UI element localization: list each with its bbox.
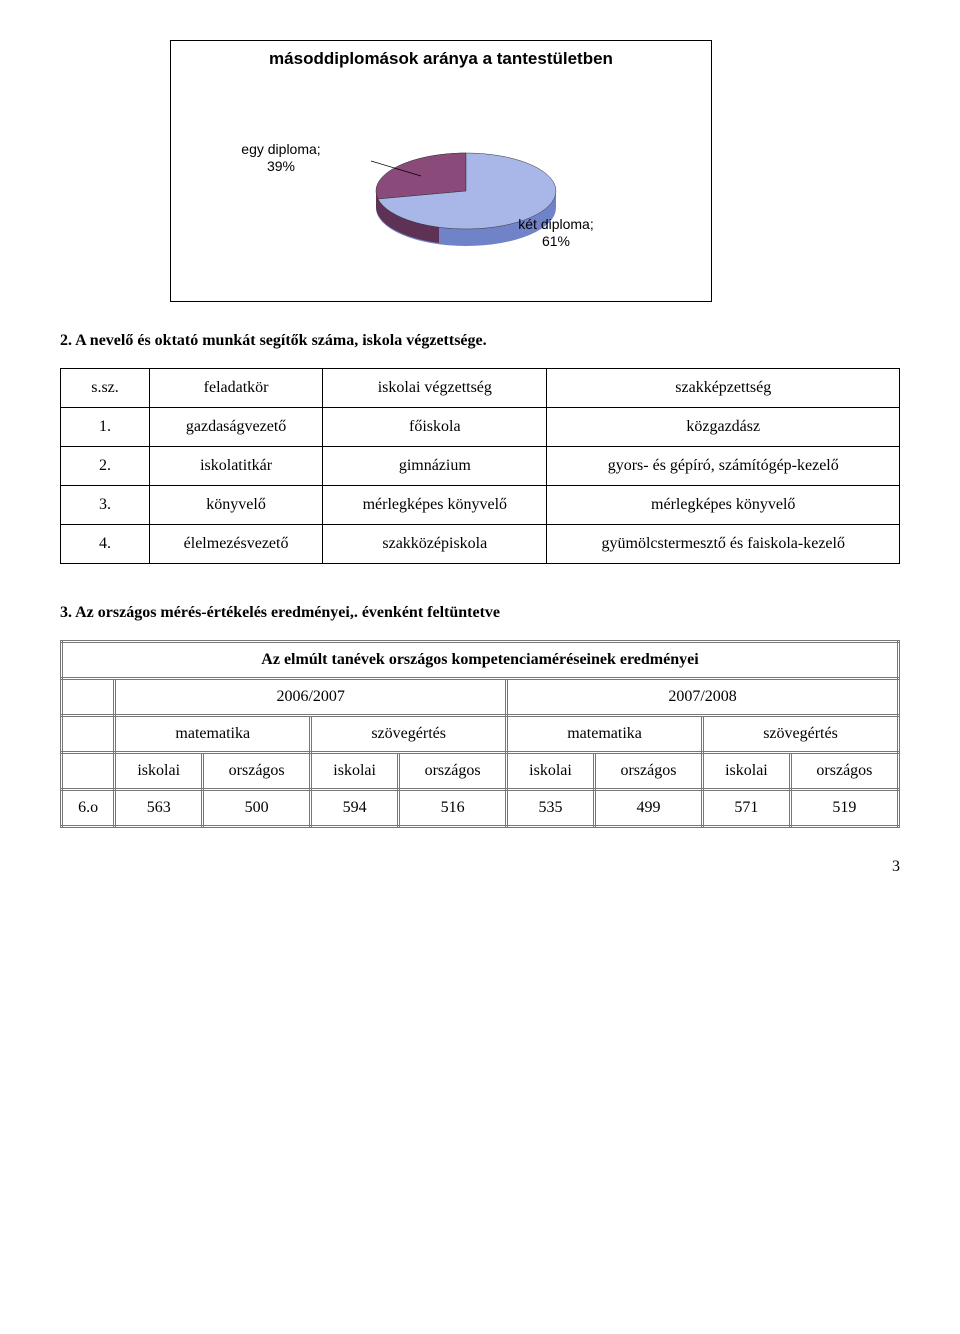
cell: főiskola [323, 408, 547, 447]
slice2-pct: 61% [542, 233, 570, 249]
subject-cell: szövegértés [703, 716, 899, 753]
table-row: 4. élelmezésvezető szakközépiskola gyümö… [61, 525, 900, 564]
subject-cell: matematika [115, 716, 311, 753]
results-table: Az elmúlt tanévek országos kompetenciamé… [60, 640, 900, 828]
cell: iskolatitkár [150, 447, 323, 486]
slice1-pct: 39% [267, 158, 295, 174]
year-row: 2006/2007 2007/2008 [62, 679, 899, 716]
cell: gazdaságvezető [150, 408, 323, 447]
cell: 3. [61, 486, 150, 525]
page-number: 3 [60, 858, 900, 876]
cell: gyors- és gépíró, számítógép-kezelő [547, 447, 900, 486]
subhdr-cell: országos [790, 753, 898, 790]
chart-title: másoddiplomások aránya a tantestületben [171, 49, 711, 69]
row-label: 6.o [62, 790, 115, 827]
value-cell: 594 [311, 790, 399, 827]
subhdr-cell: iskolai [311, 753, 399, 790]
subhdr-cell: országos [594, 753, 702, 790]
col-szakkepzettseg: szakképzettség [547, 369, 900, 408]
data-row: 6.o 563 500 594 516 535 499 571 519 [62, 790, 899, 827]
cell: gyümölcstermesztő és faiskola-kezelő [547, 525, 900, 564]
value-cell: 571 [703, 790, 791, 827]
year-1: 2006/2007 [115, 679, 507, 716]
subhdr-cell: iskolai [703, 753, 791, 790]
blank-cell [62, 679, 115, 716]
cell: mérlegképes könyvelő [547, 486, 900, 525]
cell: 2. [61, 447, 150, 486]
table-header-row: s.sz. feladatkör iskolai végzettség szak… [61, 369, 900, 408]
value-cell: 499 [594, 790, 702, 827]
value-cell: 535 [507, 790, 595, 827]
slice2-label: két diploma; [518, 216, 593, 232]
cell: mérlegképes könyvelő [323, 486, 547, 525]
table-row: 3. könyvelő mérlegképes könyvelő mérlegk… [61, 486, 900, 525]
slice1-label: egy diploma; [241, 141, 320, 157]
section2-heading: 2. A nevelő és oktató munkát segítők szá… [60, 332, 900, 350]
col-ssz: s.sz. [61, 369, 150, 408]
value-cell: 500 [203, 790, 311, 827]
table-title-row: Az elmúlt tanévek országos kompetenciamé… [62, 642, 899, 679]
col-vegzettseg: iskolai végzettség [323, 369, 547, 408]
value-cell: 519 [790, 790, 898, 827]
cell: 1. [61, 408, 150, 447]
cell: 4. [61, 525, 150, 564]
pie-chart-container: másoddiplomások aránya a tantestületben … [170, 40, 712, 302]
value-cell: 563 [115, 790, 203, 827]
table-row: 2. iskolatitkár gimnázium gyors- és gépí… [61, 447, 900, 486]
subject-cell: szövegértés [311, 716, 507, 753]
cell: könyvelő [150, 486, 323, 525]
table-row: 1. gazdaságvezető főiskola közgazdász [61, 408, 900, 447]
subheader-row: iskolai országos iskolai országos iskola… [62, 753, 899, 790]
pie-label-left: egy diploma; 39% [241, 141, 321, 175]
staff-table: s.sz. feladatkör iskolai végzettség szak… [60, 368, 900, 564]
value-cell: 516 [399, 790, 507, 827]
subject-row: matematika szövegértés matematika szöveg… [62, 716, 899, 753]
subject-cell: matematika [507, 716, 703, 753]
subhdr-cell: iskolai [507, 753, 595, 790]
cell: élelmezésvezető [150, 525, 323, 564]
subhdr-cell: országos [399, 753, 507, 790]
subhdr-cell: iskolai [115, 753, 203, 790]
pie-label-right: két diploma; 61% [506, 216, 606, 250]
section3-heading: 3. Az országos mérés-értékelés eredménye… [60, 604, 900, 622]
results-title: Az elmúlt tanévek országos kompetenciamé… [62, 642, 899, 679]
cell: közgazdász [547, 408, 900, 447]
year-2: 2007/2008 [507, 679, 899, 716]
blank-cell [62, 716, 115, 753]
col-feladatkor: feladatkör [150, 369, 323, 408]
cell: gimnázium [323, 447, 547, 486]
blank-cell [62, 753, 115, 790]
subhdr-cell: országos [203, 753, 311, 790]
cell: szakközépiskola [323, 525, 547, 564]
